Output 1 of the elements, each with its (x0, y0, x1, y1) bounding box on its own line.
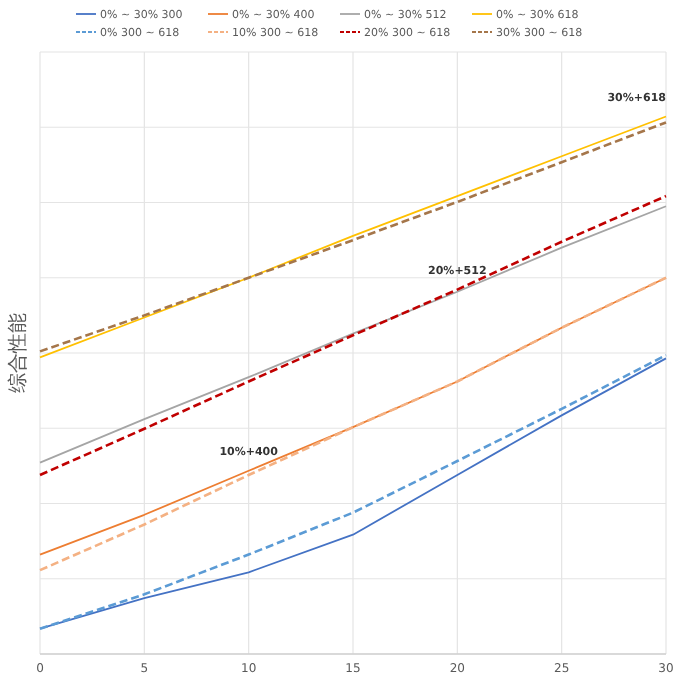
y-axis-title: 综合性能 (6, 313, 30, 393)
